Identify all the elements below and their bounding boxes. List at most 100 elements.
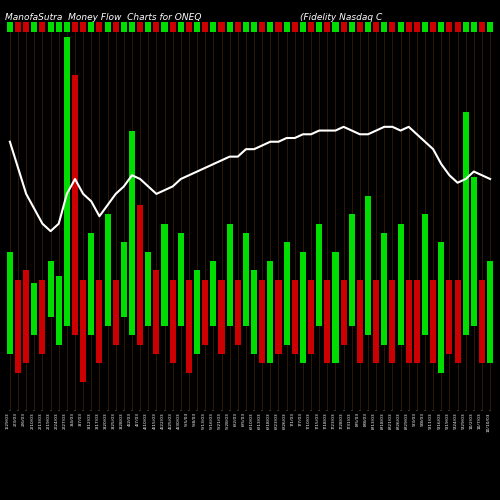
Bar — [308, 22, 314, 32]
Bar — [210, 22, 216, 32]
Bar — [80, 22, 86, 32]
Bar — [186, 298, 192, 372]
Bar — [88, 233, 94, 298]
Bar — [170, 280, 175, 298]
Bar — [88, 298, 94, 336]
Bar — [194, 22, 200, 32]
Bar — [446, 298, 452, 354]
Bar — [422, 214, 428, 298]
Bar — [226, 22, 232, 32]
Bar — [381, 233, 388, 298]
Bar — [276, 22, 281, 32]
Bar — [64, 22, 70, 32]
Bar — [202, 22, 208, 32]
Bar — [487, 22, 493, 32]
Bar — [137, 22, 143, 32]
Bar — [234, 298, 241, 345]
Bar — [145, 252, 152, 298]
Bar — [479, 22, 485, 32]
Bar — [398, 298, 404, 345]
Bar — [324, 280, 330, 298]
Bar — [284, 242, 290, 298]
Bar — [454, 280, 460, 298]
Bar — [31, 284, 38, 298]
Bar — [56, 298, 62, 345]
Bar — [23, 270, 29, 298]
Bar — [154, 298, 160, 354]
Bar — [414, 298, 420, 364]
Bar — [462, 22, 468, 32]
Bar — [259, 298, 266, 364]
Bar — [471, 22, 477, 32]
Bar — [308, 298, 314, 354]
Bar — [316, 224, 322, 298]
Bar — [210, 261, 216, 298]
Bar — [348, 214, 355, 298]
Bar — [226, 298, 232, 326]
Bar — [234, 22, 241, 32]
Bar — [340, 22, 346, 32]
Bar — [40, 298, 46, 354]
Bar — [390, 22, 396, 32]
Bar — [23, 22, 29, 32]
Bar — [31, 22, 38, 32]
Bar — [373, 280, 379, 298]
Bar — [316, 22, 322, 32]
Bar — [137, 205, 143, 298]
Bar — [332, 252, 338, 298]
Bar — [268, 298, 274, 364]
Bar — [145, 298, 152, 326]
Bar — [373, 22, 379, 32]
Bar — [64, 38, 70, 298]
Bar — [48, 22, 54, 32]
Bar — [121, 242, 127, 298]
Bar — [373, 298, 379, 364]
Bar — [7, 298, 13, 354]
Bar — [365, 22, 371, 32]
Bar — [96, 280, 102, 298]
Text: (Fidelity Nasdaq C: (Fidelity Nasdaq C — [300, 12, 382, 22]
Bar — [348, 22, 355, 32]
Bar — [56, 276, 62, 298]
Bar — [178, 298, 184, 326]
Bar — [96, 298, 102, 364]
Bar — [251, 22, 257, 32]
Bar — [162, 298, 168, 326]
Bar — [23, 298, 29, 364]
Bar — [137, 298, 143, 345]
Bar — [88, 22, 94, 32]
Bar — [332, 22, 338, 32]
Bar — [357, 280, 363, 298]
Bar — [243, 298, 249, 326]
Bar — [56, 22, 62, 32]
Bar — [112, 280, 119, 298]
Bar — [259, 280, 266, 298]
Bar — [422, 298, 428, 336]
Bar — [80, 298, 86, 382]
Bar — [438, 242, 444, 298]
Bar — [64, 298, 70, 326]
Bar — [406, 280, 412, 298]
Bar — [348, 298, 355, 326]
Bar — [129, 130, 135, 298]
Bar — [357, 22, 363, 32]
Bar — [162, 22, 168, 32]
Bar — [332, 298, 338, 364]
Bar — [72, 74, 78, 298]
Bar — [390, 298, 396, 364]
Bar — [234, 280, 241, 298]
Bar — [112, 22, 119, 32]
Bar — [194, 298, 200, 354]
Bar — [414, 22, 420, 32]
Bar — [340, 298, 346, 345]
Bar — [96, 22, 102, 32]
Bar — [324, 22, 330, 32]
Bar — [487, 298, 493, 364]
Bar — [454, 298, 460, 364]
Bar — [40, 22, 46, 32]
Bar — [300, 252, 306, 298]
Bar — [40, 280, 46, 298]
Bar — [446, 22, 452, 32]
Bar — [365, 196, 371, 298]
Bar — [414, 280, 420, 298]
